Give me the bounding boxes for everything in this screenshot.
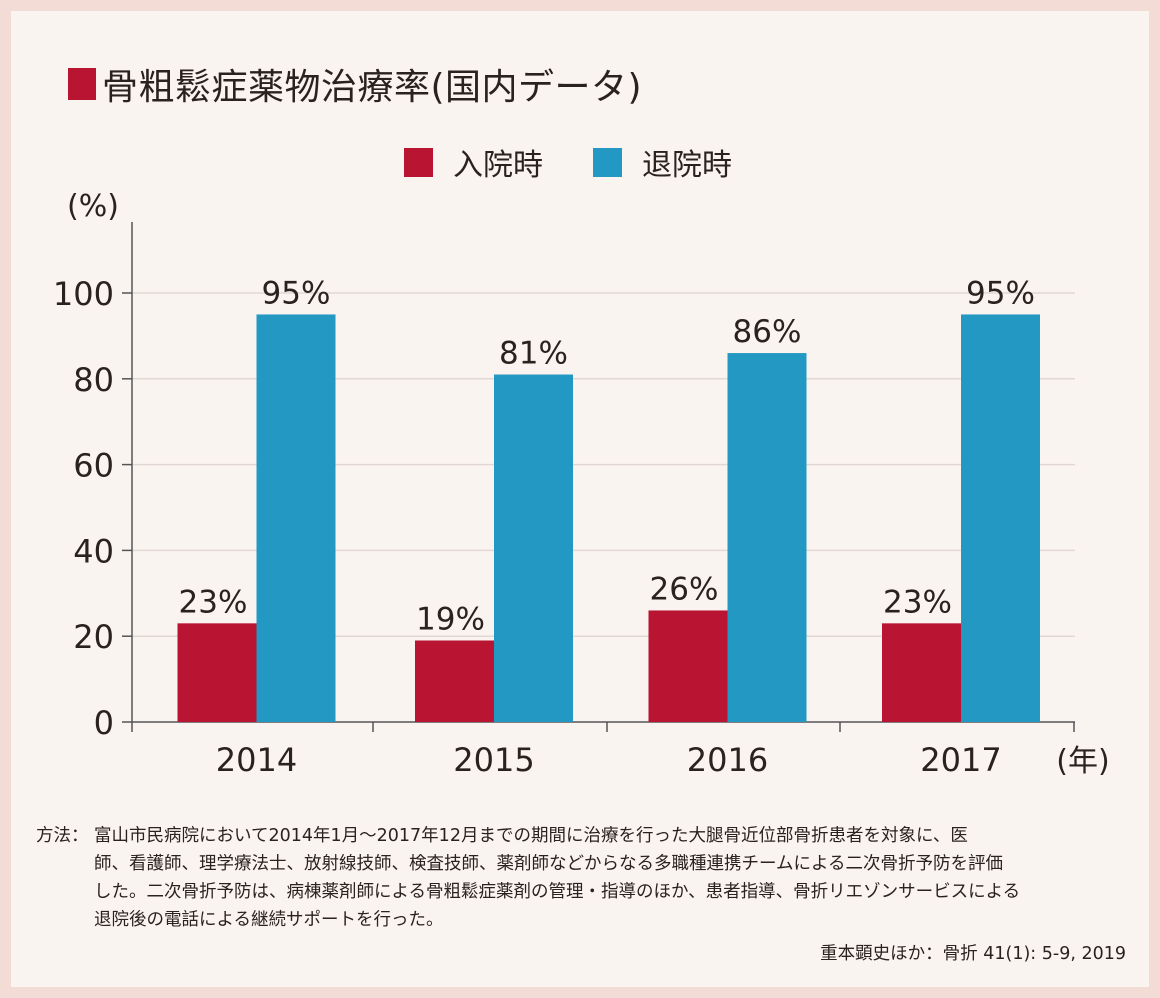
y-tick-label: 40	[73, 532, 114, 570]
legend-label-discharge: 退院時	[642, 148, 732, 183]
x-tick-label: 2014	[216, 741, 297, 779]
data-label: 23%	[179, 584, 248, 620]
y-axis-label: (%)	[67, 189, 119, 224]
data-label: 95%	[966, 275, 1035, 311]
method-line: した。二次骨折予防は、病棟薬剤師による骨粗鬆症薬剤の管理・指導のほか、患者指導、…	[94, 882, 1021, 902]
method-line: 退院後の電話による継続サポートを行った。	[94, 910, 444, 930]
chart-title: 骨粗鬆症薬物治療率(国内データ)	[102, 67, 643, 108]
legend: 入院時 退院時	[404, 140, 782, 184]
data-label: 23%	[883, 584, 952, 620]
method-line: 富山市民病院において2014年1月～2017年12月までの期間に治療を行った大腿…	[94, 826, 968, 846]
y-tick-label: 0	[94, 704, 114, 742]
method-line: 師、看護師、理学療法士、放射線技師、検査技師、薬剤師などからなる多職種連携チーム…	[94, 854, 1003, 874]
bar-admission	[882, 623, 961, 722]
citation: 重本顕史ほか：骨折 41(1): 5-9, 2019	[820, 944, 1126, 964]
x-tick-label: 2016	[687, 741, 768, 779]
legend-item-admission: 入院時	[404, 140, 543, 184]
chart-title-block: 骨粗鬆症薬物治療率(国内データ)	[68, 58, 642, 110]
x-tick-label: 2015	[453, 741, 534, 779]
bar-admission	[648, 610, 728, 722]
data-label: 19%	[416, 601, 485, 637]
chart-panel	[11, 11, 1149, 987]
data-label: 26%	[650, 571, 719, 607]
y-tick-label: 80	[73, 361, 114, 399]
y-tick-label: 60	[73, 447, 114, 485]
y-tick-label: 100	[53, 275, 114, 313]
legend-item-discharge: 退院時	[593, 140, 732, 184]
legend-swatch-admission	[404, 147, 433, 177]
bar-discharge	[727, 353, 807, 722]
legend-label-admission: 入院時	[453, 148, 543, 183]
title-marker-square-icon	[68, 68, 96, 100]
x-axis-label: (年)	[1056, 744, 1109, 779]
bar-admission	[177, 623, 257, 722]
bar-admission	[415, 640, 494, 722]
data-label: 95%	[262, 275, 331, 311]
bar-discharge	[961, 314, 1040, 722]
y-tick-label: 20	[73, 618, 114, 656]
legend-swatch-discharge	[593, 147, 622, 177]
x-tick-label: 2017	[920, 741, 1001, 779]
data-label: 81%	[499, 336, 568, 372]
data-label: 86%	[733, 314, 802, 350]
method-note: 方法： 富山市民病院において2014年1月～2017年12月までの期間に治療を行…	[36, 822, 1136, 934]
method-label: 方法：	[36, 826, 89, 846]
bar-discharge	[256, 314, 336, 722]
bar-discharge	[494, 374, 573, 722]
